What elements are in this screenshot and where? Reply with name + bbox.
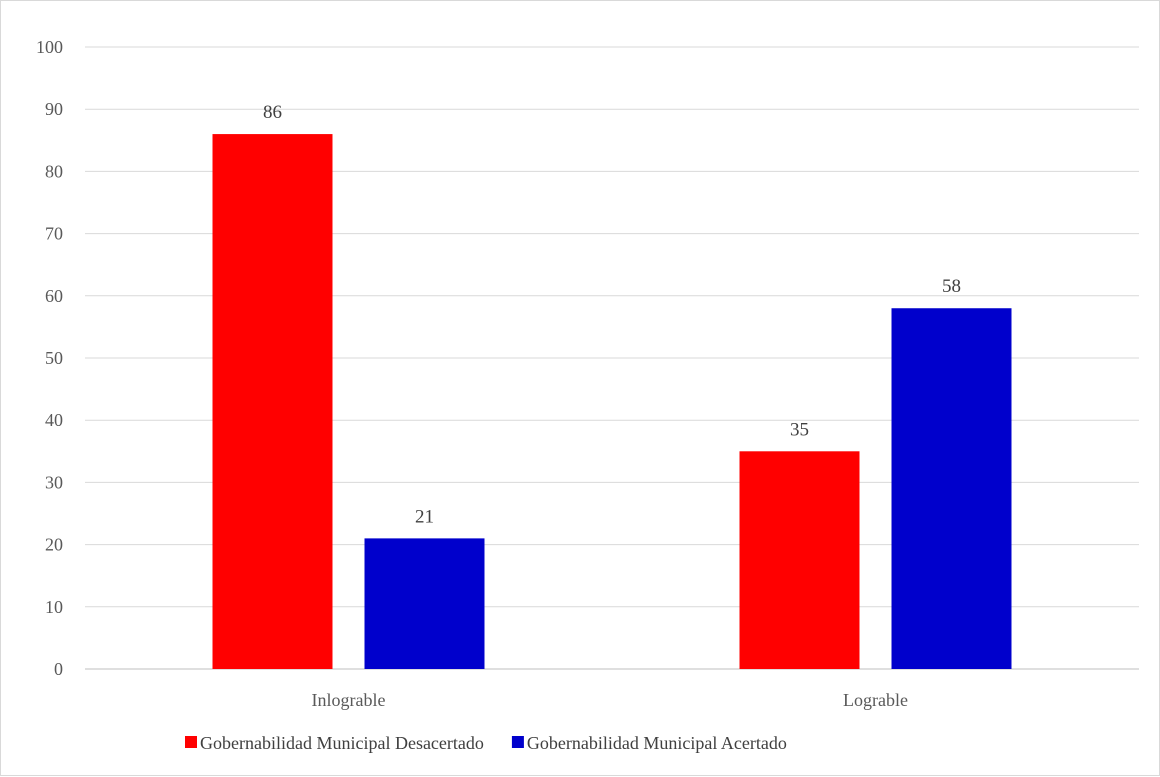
y-tick-label: 90 xyxy=(45,99,63,119)
bar xyxy=(364,538,485,669)
y-axis-ticks: 0 10 20 30 40 50 60 70 80 90 100 xyxy=(36,37,63,679)
data-label: 86 xyxy=(263,102,282,123)
bar xyxy=(212,134,333,669)
legend-swatch xyxy=(511,736,524,748)
legend-label: Gobernabilidad Municipal Acertado xyxy=(527,733,787,753)
x-category-label: Inlograble xyxy=(312,690,386,710)
y-tick-label: 0 xyxy=(54,659,63,679)
bar xyxy=(891,308,1012,669)
data-label: 35 xyxy=(790,419,809,440)
legend-label: Gobernabilidad Municipal Desacertado xyxy=(200,733,484,753)
y-tick-label: 50 xyxy=(45,348,63,368)
legend: Gobernabilidad Municipal Desacertado Gobe… xyxy=(185,733,787,753)
x-category-label: Lograble xyxy=(843,690,908,710)
data-label: 21 xyxy=(415,506,434,527)
y-tick-label: 80 xyxy=(45,161,63,181)
y-tick-label: 60 xyxy=(45,286,63,306)
y-tick-label: 20 xyxy=(45,535,63,555)
bars xyxy=(212,134,1012,669)
x-axis-categories: Inlograble Lograble xyxy=(312,690,908,710)
data-label: 58 xyxy=(942,276,961,297)
y-tick-label: 10 xyxy=(45,597,63,617)
y-tick-label: 100 xyxy=(36,37,63,57)
y-tick-label: 70 xyxy=(45,224,63,244)
data-labels: 86 21 35 58 xyxy=(263,102,961,527)
legend-swatch xyxy=(185,736,197,748)
bar xyxy=(739,451,860,669)
y-tick-label: 30 xyxy=(45,472,63,492)
y-tick-label: 40 xyxy=(45,410,63,430)
